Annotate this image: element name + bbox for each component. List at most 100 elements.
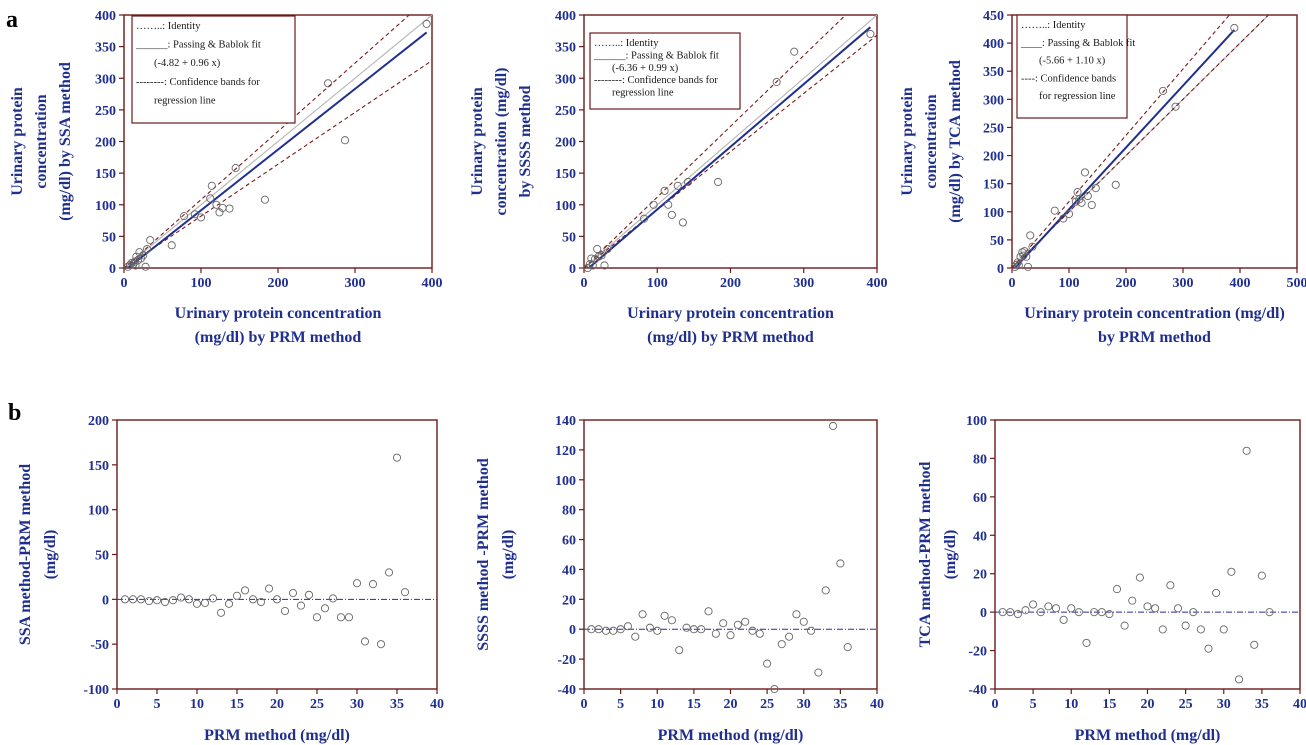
data-point bbox=[190, 210, 199, 219]
y-axis-label: concentration bbox=[923, 94, 940, 188]
y-tick-label: 0 bbox=[102, 593, 109, 608]
data-point bbox=[1181, 621, 1190, 630]
data-point bbox=[601, 626, 611, 635]
data-point bbox=[660, 611, 669, 620]
y-tick-label: 300 bbox=[555, 72, 576, 87]
data-point bbox=[136, 595, 146, 604]
legend-entry: (-6.36 + 0.99 x) bbox=[612, 63, 679, 74]
y-axis-label: (mg/dl) by SSA method bbox=[57, 62, 74, 221]
y-axis-label: Urinary protein bbox=[469, 87, 486, 196]
x-tick-label: 35 bbox=[390, 697, 404, 712]
data-point bbox=[1022, 252, 1031, 261]
x-tick-label: 300 bbox=[1173, 276, 1194, 291]
data-point bbox=[231, 164, 240, 173]
y-tick-label: 200 bbox=[555, 136, 576, 151]
y-tick-label: 200 bbox=[95, 136, 116, 151]
upper-confidence-band bbox=[584, 15, 847, 268]
y-tick-label: 100 bbox=[95, 199, 116, 214]
data-point bbox=[640, 214, 649, 223]
legend-entry: (-4.82 + 0.96 x) bbox=[154, 58, 221, 69]
y-tick-label: 0 bbox=[569, 623, 576, 638]
legend-entry: regression line bbox=[154, 95, 216, 106]
data-point bbox=[1074, 608, 1083, 617]
y-tick-label: 0 bbox=[997, 262, 1004, 277]
y-axis-label: (mg/dl) bbox=[942, 530, 959, 580]
passing-bablok-fit-line bbox=[1013, 29, 1236, 268]
data-point bbox=[288, 589, 298, 598]
data-point bbox=[741, 617, 750, 626]
legend-entry: ____: Passing & Bablok fit bbox=[1020, 38, 1135, 49]
x-tick-label: 100 bbox=[647, 276, 668, 291]
data-point bbox=[1112, 585, 1122, 594]
data-point bbox=[772, 77, 781, 87]
data-point bbox=[770, 684, 779, 694]
data-point bbox=[1135, 573, 1144, 582]
y-tick-label: 150 bbox=[983, 178, 1004, 193]
x-tick-label: 30 bbox=[797, 697, 811, 712]
lower-confidence-band bbox=[1012, 15, 1270, 268]
data-point bbox=[240, 586, 250, 595]
x-tick-label: 30 bbox=[1217, 697, 1231, 712]
data-point bbox=[603, 244, 612, 254]
x-tick-label: 40 bbox=[1293, 697, 1306, 712]
data-point bbox=[143, 244, 152, 254]
data-point bbox=[682, 623, 691, 632]
x-tick-label: 5 bbox=[617, 697, 624, 712]
data-point bbox=[1143, 602, 1152, 611]
data-point bbox=[1059, 615, 1068, 624]
data-point bbox=[726, 631, 735, 640]
x-tick-label: 15 bbox=[1102, 697, 1116, 712]
x-tick-label: 10 bbox=[650, 697, 664, 712]
data-point bbox=[167, 241, 176, 250]
y-tick-label: 40 bbox=[562, 563, 576, 578]
x-tick-label: 15 bbox=[687, 697, 701, 712]
data-point bbox=[304, 590, 314, 599]
passing-bablok-fit-line bbox=[126, 31, 428, 268]
x-tick-label: 20 bbox=[1141, 697, 1155, 712]
y-tick-label: 50 bbox=[102, 230, 116, 245]
data-point bbox=[645, 623, 654, 632]
y-tick-label: 0 bbox=[980, 606, 987, 621]
data-point bbox=[1227, 567, 1236, 576]
x-tick-label: 25 bbox=[310, 697, 324, 712]
data-point bbox=[653, 626, 662, 635]
legend-entry: ______: Passing & Bablok fit bbox=[135, 40, 261, 51]
x-tick-label: 300 bbox=[793, 276, 814, 291]
x-tick-label: 0 bbox=[121, 276, 128, 291]
y-tick-label: -50 bbox=[90, 638, 109, 653]
x-axis-label: Urinary protein concentration bbox=[627, 305, 834, 322]
data-point bbox=[208, 594, 218, 603]
data-point bbox=[711, 629, 720, 638]
y-tick-label: 100 bbox=[983, 206, 1004, 221]
data-point bbox=[1128, 596, 1137, 605]
plot-frame bbox=[583, 419, 878, 690]
data-point bbox=[600, 261, 609, 270]
data-point bbox=[755, 629, 764, 638]
data-point bbox=[1204, 644, 1213, 653]
x-tick-label: 0 bbox=[581, 697, 588, 712]
data-point bbox=[1013, 610, 1022, 619]
data-point bbox=[264, 584, 274, 593]
data-point bbox=[212, 200, 221, 209]
data-point bbox=[733, 620, 742, 629]
data-point bbox=[777, 640, 786, 649]
y-tick-label: 250 bbox=[983, 121, 1004, 136]
y-tick-label: 100 bbox=[88, 504, 109, 519]
y-tick-label: 150 bbox=[555, 167, 576, 182]
data-point bbox=[184, 595, 194, 604]
data-point bbox=[368, 580, 378, 589]
y-tick-label: 80 bbox=[562, 504, 576, 519]
data-point bbox=[836, 559, 845, 568]
y-tick-label: 250 bbox=[555, 104, 576, 119]
y-tick-label: -100 bbox=[83, 683, 109, 698]
data-point bbox=[1151, 604, 1160, 613]
data-point bbox=[128, 595, 138, 604]
y-tick-label: 20 bbox=[973, 568, 987, 583]
y-tick-label: 200 bbox=[88, 414, 109, 429]
y-axis-label: by SSSS method bbox=[517, 85, 534, 197]
legend-entry: for regression line bbox=[1039, 91, 1116, 102]
data-point bbox=[792, 610, 801, 619]
data-point bbox=[1073, 188, 1082, 197]
data-point bbox=[1120, 621, 1129, 630]
legend-entry: ----: Confidence bands bbox=[1021, 73, 1116, 84]
